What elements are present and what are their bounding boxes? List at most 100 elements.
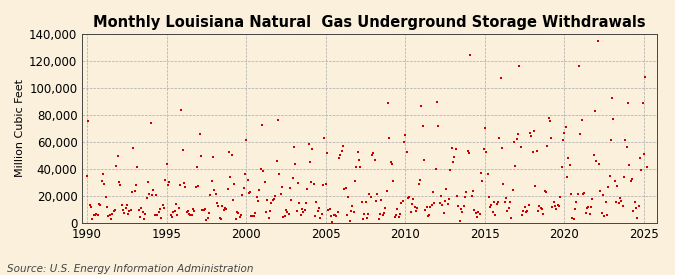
Point	[265, 209, 275, 213]
Point	[607, 96, 618, 101]
Point	[454, 219, 465, 223]
Point	[108, 208, 119, 213]
Point	[307, 147, 318, 151]
Point	[173, 206, 184, 210]
Point	[524, 130, 535, 135]
Point	[185, 213, 196, 218]
Point	[588, 153, 599, 158]
Point	[295, 213, 306, 217]
Point	[377, 213, 388, 217]
Point	[219, 206, 230, 210]
Point	[186, 213, 197, 217]
Point	[177, 148, 188, 152]
Point	[555, 195, 566, 200]
Point	[475, 171, 486, 175]
Point	[248, 214, 259, 218]
Point	[119, 211, 130, 215]
Point	[489, 200, 500, 205]
Point	[519, 205, 530, 209]
Point	[82, 174, 92, 178]
Point	[601, 213, 612, 217]
Point	[325, 214, 336, 218]
Point	[570, 207, 580, 211]
Point	[123, 212, 134, 216]
Point	[632, 215, 643, 220]
Point	[288, 145, 299, 149]
Point	[319, 136, 330, 140]
Point	[236, 212, 246, 217]
Point	[437, 202, 448, 207]
Point	[591, 159, 601, 163]
Point	[222, 186, 233, 191]
Point	[298, 210, 308, 214]
Point	[619, 174, 630, 179]
Point	[255, 167, 266, 171]
Point	[135, 215, 146, 219]
Point	[294, 201, 304, 205]
Point	[116, 203, 127, 207]
Point	[127, 189, 138, 194]
Point	[587, 197, 597, 201]
Point	[512, 132, 523, 136]
Point	[342, 213, 352, 217]
Point	[615, 195, 626, 200]
Point	[465, 53, 476, 57]
Point	[364, 192, 375, 196]
Point	[234, 215, 245, 219]
Point	[250, 211, 261, 215]
Point	[84, 203, 95, 207]
Point	[318, 183, 329, 187]
Point	[400, 133, 410, 138]
Point	[266, 201, 277, 205]
Point	[94, 201, 105, 206]
Point	[445, 168, 456, 172]
Point	[466, 194, 477, 199]
Point	[302, 187, 313, 192]
Point	[515, 145, 526, 149]
Point	[502, 209, 513, 213]
Point	[485, 205, 495, 209]
Point	[624, 163, 634, 167]
Point	[580, 211, 591, 215]
Point	[504, 205, 514, 210]
Point	[207, 179, 217, 183]
Point	[579, 191, 590, 196]
Point	[194, 131, 205, 136]
Point	[90, 213, 101, 217]
Point	[462, 149, 473, 153]
Point	[237, 193, 248, 198]
Point	[514, 64, 524, 68]
Point	[211, 192, 221, 196]
Point	[435, 201, 446, 206]
Point	[385, 160, 396, 164]
Point	[554, 204, 564, 208]
Point	[103, 214, 113, 218]
Point	[189, 209, 200, 213]
Point	[375, 211, 385, 216]
Point	[322, 151, 333, 155]
Point	[535, 206, 546, 210]
Point	[115, 182, 126, 187]
Point	[215, 217, 226, 222]
Point	[428, 190, 439, 195]
Point	[486, 203, 497, 207]
Point	[460, 195, 470, 199]
Point	[546, 136, 557, 141]
Point	[614, 200, 624, 205]
Point	[576, 118, 587, 122]
Point	[572, 192, 583, 196]
Point	[395, 211, 406, 216]
Point	[97, 179, 107, 183]
Point	[509, 140, 520, 144]
Point	[202, 215, 213, 220]
Point	[142, 180, 153, 185]
Point	[592, 39, 603, 43]
Point	[117, 208, 128, 213]
Point	[417, 123, 428, 128]
Point	[225, 175, 236, 180]
Point	[190, 185, 201, 189]
Point	[365, 195, 376, 200]
Point	[578, 192, 589, 196]
Point	[490, 213, 501, 218]
Point	[358, 217, 369, 222]
